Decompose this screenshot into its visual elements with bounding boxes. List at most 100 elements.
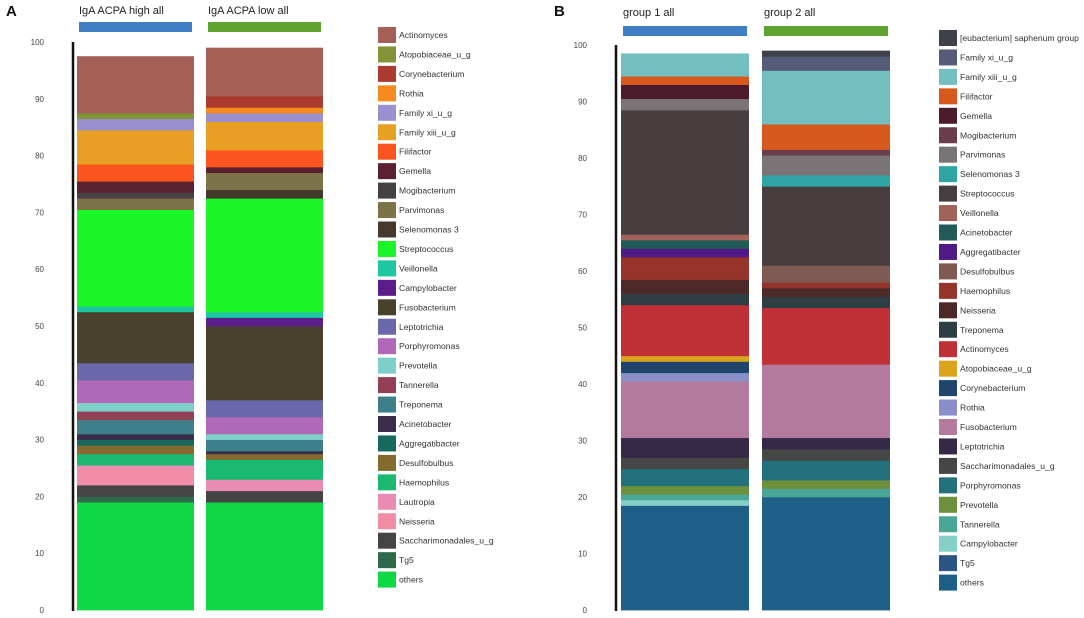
bar-segment-family-xiii-u-g <box>206 121 323 151</box>
legend-swatch <box>378 552 396 569</box>
legend-item: Leptotrichia <box>378 318 444 335</box>
legend-swatch <box>939 438 957 455</box>
bar-segment-saccharimonadales-u-g <box>206 490 323 503</box>
legend-item: Tannerella <box>378 377 439 394</box>
y-tick-label: 10 <box>578 550 587 559</box>
legend-label: Veillonella <box>399 263 438 273</box>
bar-segment-parvimonas <box>762 155 890 176</box>
y-tick-label: 80 <box>35 152 44 161</box>
bar-segment-actinomyces <box>621 304 749 357</box>
legend-item: Gemella <box>378 163 431 180</box>
bar-segment-parvimonas <box>206 172 323 191</box>
legend-swatch <box>939 516 957 533</box>
bar-segment-tannerella <box>77 411 194 421</box>
legend-item: Haemophilus <box>939 282 1010 299</box>
legend-swatch <box>939 146 957 163</box>
legend-item: Tg5 <box>939 555 975 572</box>
legend-swatch <box>378 143 396 160</box>
legend-label: Haemophilus <box>399 477 449 487</box>
legend-label: Tg5 <box>960 558 975 568</box>
legend-label: Tannerella <box>960 519 1000 529</box>
legend-swatch <box>378 85 396 102</box>
y-tick-label: 90 <box>578 98 587 107</box>
y-tick-label: 100 <box>574 41 588 50</box>
legend-swatch <box>939 30 957 46</box>
legend-item: Corynebacterium <box>378 65 464 82</box>
bar-segment-rothia <box>206 107 323 114</box>
legend-swatch <box>939 185 957 202</box>
y-tick-label: 20 <box>578 493 587 502</box>
bar-segment-atopobiaceae-u-g <box>621 355 749 362</box>
column-header-color-bar <box>79 22 192 32</box>
bar-segment-leptotrichia <box>206 399 323 418</box>
bar-segment-haemophilus <box>206 459 323 480</box>
legend-label: Mogibacterium <box>399 186 455 196</box>
bar-segment-leptotrichia <box>77 362 194 381</box>
y-tick-label: 90 <box>35 95 44 104</box>
column-header: IgA ACPA high all <box>79 5 164 17</box>
bar-segment-desulfobulbus <box>762 265 890 283</box>
bar-segment-parvimonas <box>621 98 749 111</box>
panel-b: B 0 10 20 30 40 50 60 70 80 90 100 group 1 all group … <box>554 3 1079 615</box>
legend-label: Family xi_u_g <box>399 108 452 118</box>
y-tick-label: 0 <box>40 606 45 615</box>
legend-swatch <box>939 282 957 299</box>
bar-segment-tannerella <box>762 488 890 498</box>
legend-label: Streptococcus <box>960 189 1014 199</box>
legend-swatch <box>939 555 957 572</box>
legend-label: Selenomonas 3 <box>960 169 1020 179</box>
column-header-color-bar <box>623 26 747 36</box>
legend-label: Corynebacterium <box>960 383 1025 393</box>
legend-item: Rothia <box>939 399 985 416</box>
y-tick-label: 30 <box>35 436 44 445</box>
y-tick-label: 60 <box>35 265 44 274</box>
legend-swatch <box>939 457 957 474</box>
legend-item: Gemella <box>939 107 992 124</box>
legend-label: Leptotrichia <box>399 322 444 332</box>
panel-a: A 0 10 20 30 40 50 60 70 80 90 100 IgA ACPA high all… <box>6 3 494 615</box>
legend-label: Actinomyces <box>960 344 1009 354</box>
bar-segment-family-xiii-u-g <box>621 53 749 77</box>
bar-segment-neisseria <box>77 468 194 486</box>
legend-swatch <box>939 166 957 183</box>
legend-item: Aggregatibacter <box>378 435 460 452</box>
y-tick-label: 50 <box>35 322 44 331</box>
legend-label: Actinomyces <box>399 30 448 40</box>
legend-swatch <box>939 477 957 494</box>
legend-swatch <box>939 243 957 260</box>
legend-swatch <box>939 321 957 338</box>
legend-label: Desulfobulbus <box>960 266 1014 276</box>
legend-item: Rothia <box>378 85 424 102</box>
bar-segment-neisseria <box>762 287 890 297</box>
legend-label: Treponema <box>399 400 443 410</box>
bar-segment-others <box>621 505 749 611</box>
legend-item: Streptococcus <box>378 240 453 257</box>
y-tick-label: 70 <box>35 208 44 217</box>
bar-segment-haemophilus <box>621 256 749 280</box>
legend-label: Campylobacter <box>399 283 457 293</box>
legend-item: Tannerella <box>939 516 1000 533</box>
legend-item: Tg5 <box>378 552 414 569</box>
bar-segment-lautropia <box>77 465 194 469</box>
bar-segment-aggregatibacter <box>77 439 194 446</box>
legend-swatch <box>378 46 396 63</box>
legend-item: Veillonella <box>939 205 999 222</box>
stacked-bar-iga-acpa-high-all <box>77 56 194 611</box>
legend-label: Gemella <box>960 111 992 121</box>
bar-segment-family-xiii-u-g <box>762 70 890 125</box>
bar-segment-filifactor <box>762 124 890 150</box>
legend-label: others <box>960 578 984 588</box>
legend-item: Actinomyces <box>378 27 448 43</box>
legend-item: others <box>378 571 423 588</box>
legend-swatch <box>939 107 957 124</box>
legend-label: Acinetobacter <box>399 419 452 429</box>
legend-item: Haemophilus <box>378 474 449 491</box>
legend-label: Tg5 <box>399 555 414 565</box>
y-tick-label: 40 <box>578 380 587 389</box>
legend-item: Corynebacterium <box>939 380 1025 397</box>
bar-segment-family-xiii-u-g <box>77 130 194 165</box>
legend-item: Family xiii_u_g <box>378 124 456 141</box>
bar-segment-filifactor <box>77 164 194 182</box>
legend-swatch <box>378 104 396 121</box>
